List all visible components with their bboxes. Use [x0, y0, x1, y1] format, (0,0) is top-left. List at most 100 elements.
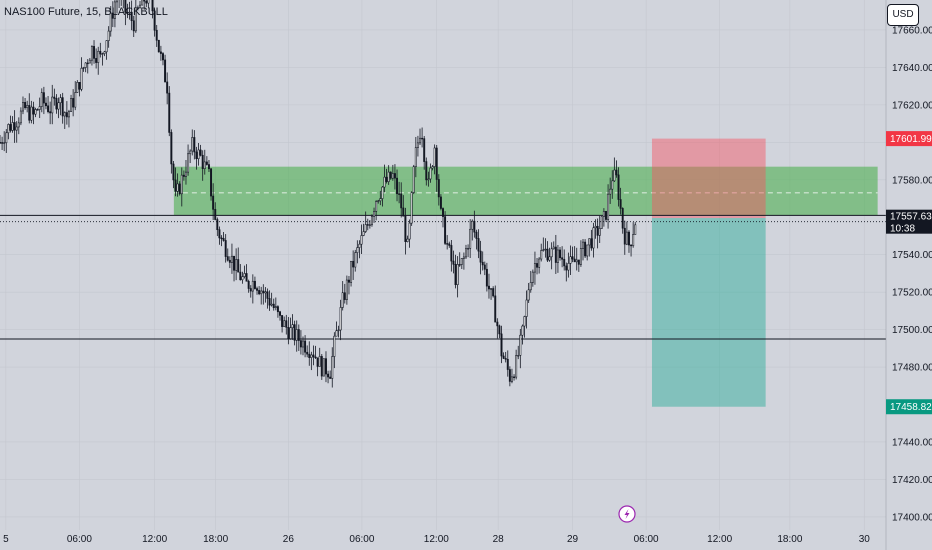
candle-body [197, 149, 200, 160]
candle-body [544, 248, 547, 251]
candle-body [139, 4, 141, 9]
candle-body [116, 0, 118, 3]
price-tick-label: 17640.00 [892, 63, 932, 74]
candle-body [498, 325, 501, 335]
price-tick-label: 17540.00 [892, 250, 932, 261]
candle-body [168, 92, 171, 133]
candle-body [243, 273, 246, 277]
candle-body [93, 46, 96, 59]
candle-body [592, 227, 595, 249]
candle-body [385, 176, 388, 182]
candle-body [356, 247, 359, 253]
chart-title: NAS100 Future, 15, BLACKBULL [4, 6, 168, 18]
candle-body [136, 7, 139, 9]
candle-body [627, 231, 630, 246]
take-profit-zone[interactable] [651, 218, 766, 407]
candle-body [124, 0, 127, 13]
candle-body [556, 249, 559, 263]
lightning-icon[interactable] [618, 505, 636, 523]
candle-body [289, 327, 292, 339]
candle-body [448, 243, 451, 246]
candle-body [469, 228, 472, 249]
candle-body [184, 171, 187, 177]
candle-body [588, 238, 591, 246]
candle-body [519, 334, 522, 356]
candle-body [425, 161, 428, 181]
candle-body [414, 147, 417, 167]
short-position-tool[interactable] [651, 138, 766, 407]
candle-body [569, 256, 572, 264]
stop-loss-zone[interactable] [651, 138, 766, 219]
candle-body [63, 112, 66, 117]
candle-body [492, 288, 495, 297]
candle-body [546, 248, 549, 261]
candle-body [268, 298, 271, 306]
candle-body [47, 105, 50, 112]
time-tick-label: 06:00 [634, 534, 659, 545]
candle-body [237, 259, 240, 273]
candle-body [5, 132, 8, 144]
candle-body [78, 81, 81, 90]
candle-body [439, 196, 442, 209]
candle-body [283, 320, 286, 327]
candle-body [145, 0, 148, 4]
candle-body [65, 112, 68, 118]
candle-body [607, 193, 610, 220]
price-tick-label: 17660.00 [892, 25, 932, 36]
candle-body [143, 0, 146, 2]
candle-body [128, 11, 131, 14]
stop-price-label-text: 17601.99 [890, 134, 932, 145]
candle-body [506, 358, 509, 370]
candle-body [366, 224, 369, 226]
candle-body [182, 174, 185, 177]
candle-body [19, 110, 22, 124]
candle-body [172, 163, 175, 181]
candle-body [0, 142, 1, 144]
candle-body [621, 208, 624, 229]
candle-body [310, 354, 313, 358]
candle-body [99, 50, 102, 55]
candle-body [465, 248, 467, 258]
candle-body [487, 285, 490, 290]
candle-body [343, 292, 346, 300]
candle-body [287, 327, 290, 339]
candle-body [80, 67, 83, 90]
candle-body [500, 333, 503, 357]
last-price-label-text: 17557.63 [890, 212, 932, 223]
price-tick-label: 17440.00 [892, 437, 932, 448]
supply-demand-zone[interactable] [173, 166, 878, 216]
price-axis[interactable]: 17660.0017640.0017620.0017600.0017580.00… [892, 25, 932, 523]
candle-body [306, 351, 309, 355]
zone-rectangle[interactable] [173, 166, 878, 216]
candle-body [481, 261, 484, 266]
candle-body [605, 211, 607, 220]
candle-body [462, 256, 465, 259]
price-tick-label: 17520.00 [892, 288, 932, 299]
candle-body [598, 228, 601, 236]
candle-body [203, 161, 206, 170]
candle-body [302, 340, 304, 348]
candle-body [329, 376, 332, 379]
candle-body [577, 259, 580, 265]
candle-body [350, 260, 353, 283]
stop-price-label: 17601.99 [886, 131, 932, 147]
candle-body [477, 238, 480, 252]
time-tick-label: 28 [493, 534, 505, 545]
candle-body [220, 237, 223, 240]
candle-body [178, 183, 181, 195]
candle-body [195, 151, 198, 160]
candle-body [249, 288, 252, 292]
candle-body [76, 81, 79, 93]
candle-body [381, 186, 384, 199]
candle-body [253, 280, 256, 289]
candle-body [442, 208, 444, 217]
target-price-label: 17458.82 [886, 399, 932, 415]
candle-body [299, 340, 302, 348]
time-axis[interactable]: 5 06:00 12:00 18:00 26 06:00 12:00 28 29 06:00 12:… [3, 534, 870, 545]
candle-body [320, 356, 323, 377]
candle-body [134, 7, 137, 32]
currency-button[interactable]: USD [887, 4, 919, 26]
time-tick-label: 18:00 [203, 534, 228, 545]
